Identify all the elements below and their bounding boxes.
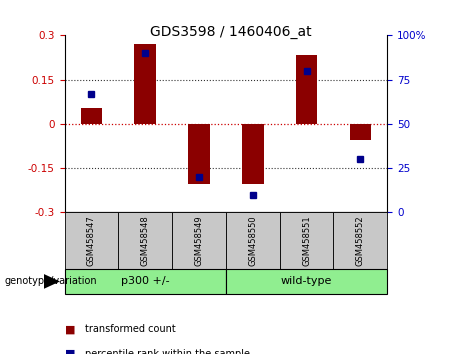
Bar [188,124,210,184]
Text: ■: ■ [65,324,75,334]
Text: GSM458551: GSM458551 [302,215,311,266]
Text: GSM458549: GSM458549 [195,215,203,266]
FancyBboxPatch shape [172,212,226,269]
Text: wild-type: wild-type [281,276,332,286]
FancyBboxPatch shape [226,212,280,269]
Text: GSM458552: GSM458552 [356,215,365,266]
Bar [349,124,371,140]
FancyBboxPatch shape [118,212,172,269]
Text: p300 +/-: p300 +/- [121,276,170,286]
Text: ■: ■ [65,349,75,354]
FancyBboxPatch shape [65,269,226,294]
Bar [81,108,102,124]
Polygon shape [44,274,60,289]
Text: GDS3598 / 1460406_at: GDS3598 / 1460406_at [150,25,311,39]
Text: transformed count: transformed count [85,324,176,334]
Bar [242,124,264,184]
Text: GSM458548: GSM458548 [141,215,150,266]
Text: GSM458550: GSM458550 [248,215,257,266]
Text: percentile rank within the sample: percentile rank within the sample [85,349,250,354]
FancyBboxPatch shape [333,212,387,269]
Bar [135,44,156,124]
FancyBboxPatch shape [65,212,118,269]
Text: GSM458547: GSM458547 [87,215,96,266]
Text: genotype/variation: genotype/variation [5,276,97,286]
FancyBboxPatch shape [280,212,333,269]
Bar [296,55,317,124]
FancyBboxPatch shape [226,269,387,294]
